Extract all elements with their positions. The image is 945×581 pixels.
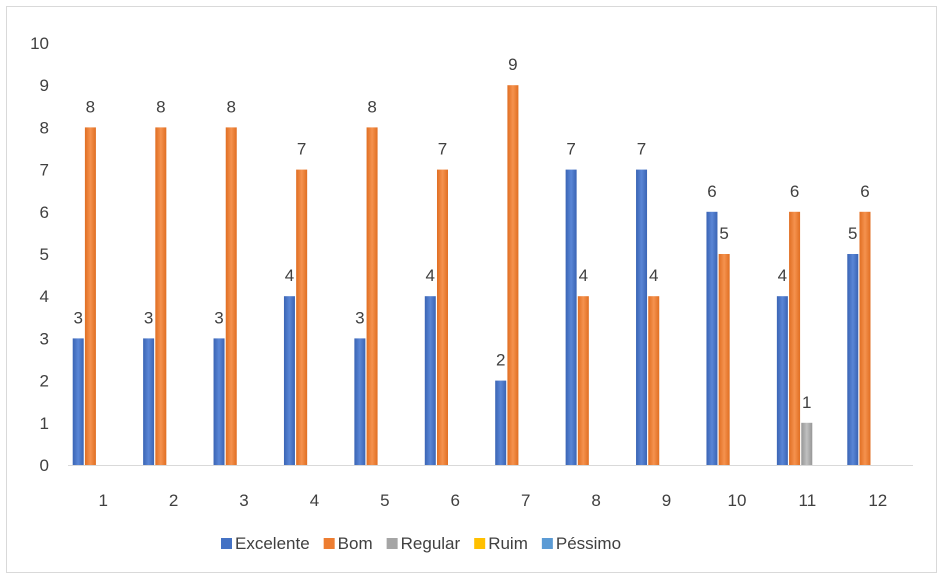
bar-excelente bbox=[424, 296, 436, 465]
y-tick-label: 7 bbox=[40, 161, 49, 180]
legend-swatch bbox=[474, 538, 486, 549]
bar-excelente bbox=[706, 211, 718, 465]
bar-bom bbox=[155, 127, 167, 466]
bar-excelente bbox=[213, 338, 225, 465]
data-label: 7 bbox=[637, 140, 646, 159]
bar-excelente bbox=[565, 169, 577, 465]
plot-area: 3 8 3 8 3 8 4 7 3 8 4 7 2 9 7 4 7 4 6 5 4 6 1 5 6 bbox=[72, 55, 871, 466]
legend-label: Regular bbox=[401, 534, 461, 553]
x-tick-label: 1 bbox=[98, 491, 107, 510]
data-label: 2 bbox=[496, 351, 505, 370]
x-axis: 1 2 3 4 5 6 7 8 9 10 11 12 bbox=[68, 465, 913, 510]
x-tick-label: 10 bbox=[727, 491, 746, 510]
bar-excelente bbox=[354, 338, 366, 465]
data-label: 4 bbox=[778, 266, 787, 285]
x-tick-label: 9 bbox=[662, 491, 671, 510]
bar-bom bbox=[296, 169, 308, 465]
bar-excelente bbox=[143, 338, 155, 465]
bar-bom bbox=[366, 127, 378, 466]
bar-excelente bbox=[847, 254, 859, 465]
legend-item-ruim: Ruim bbox=[474, 534, 528, 553]
data-label: 7 bbox=[297, 140, 306, 159]
legend-label: Péssimo bbox=[556, 534, 621, 553]
y-tick-label: 8 bbox=[40, 118, 49, 137]
legend-label: Excelente bbox=[235, 534, 310, 553]
legend-item-bom: Bom bbox=[323, 534, 373, 553]
bar-bom bbox=[225, 127, 237, 466]
y-tick-label: 0 bbox=[40, 456, 49, 475]
bar-bom bbox=[507, 85, 519, 465]
bar-excelente bbox=[495, 380, 507, 465]
data-label: 3 bbox=[355, 308, 364, 327]
legend-swatch bbox=[386, 538, 398, 549]
y-tick-label: 1 bbox=[40, 414, 49, 433]
data-label: 3 bbox=[214, 308, 223, 327]
bar-excelente bbox=[283, 296, 295, 465]
x-tick-label: 3 bbox=[239, 491, 248, 510]
x-tick-label: 8 bbox=[591, 491, 600, 510]
legend-label: Bom bbox=[338, 534, 373, 553]
legend: Excelente Bom Regular Ruim Péssimo bbox=[221, 534, 621, 553]
bar-bom bbox=[648, 296, 660, 465]
data-label: 8 bbox=[367, 97, 376, 116]
x-tick-label: 6 bbox=[451, 491, 460, 510]
bar-bom bbox=[436, 169, 448, 465]
x-tick-label: 7 bbox=[521, 491, 530, 510]
bar-regular bbox=[801, 422, 813, 465]
data-label: 8 bbox=[156, 97, 165, 116]
data-label: 4 bbox=[285, 266, 294, 285]
bar-bom bbox=[577, 296, 589, 465]
data-label: 3 bbox=[73, 308, 82, 327]
data-label: 5 bbox=[719, 224, 728, 243]
data-label: 5 bbox=[848, 224, 857, 243]
legend-swatch bbox=[221, 538, 232, 549]
y-tick-label: 2 bbox=[40, 372, 49, 391]
data-label: 4 bbox=[649, 266, 658, 285]
legend-item-péssimo: Péssimo bbox=[541, 534, 621, 553]
legend-swatch bbox=[323, 538, 335, 549]
y-tick-label: 6 bbox=[40, 203, 49, 222]
data-label: 9 bbox=[508, 55, 517, 74]
legend-item-regular: Regular bbox=[386, 534, 461, 553]
data-label: 8 bbox=[86, 97, 95, 116]
x-tick-label: 4 bbox=[310, 491, 319, 510]
data-label: 6 bbox=[860, 182, 869, 201]
legend-label: Ruim bbox=[488, 534, 528, 553]
legend-item-excelente: Excelente bbox=[221, 534, 310, 553]
data-label: 4 bbox=[579, 266, 588, 285]
y-tick-label: 9 bbox=[40, 76, 49, 95]
bar-excelente bbox=[72, 338, 84, 465]
bar-excelente bbox=[776, 296, 788, 465]
bar-bom bbox=[718, 254, 730, 465]
y-tick-label: 3 bbox=[40, 329, 49, 348]
data-label: 1 bbox=[802, 393, 811, 412]
x-tick-label: 2 bbox=[169, 491, 178, 510]
data-label: 4 bbox=[426, 266, 435, 285]
bar-bom bbox=[789, 211, 801, 465]
data-label: 7 bbox=[438, 140, 447, 159]
data-label: 6 bbox=[707, 182, 716, 201]
bar-bom bbox=[84, 127, 96, 466]
x-tick-label: 12 bbox=[868, 491, 887, 510]
legend-swatch bbox=[541, 538, 553, 549]
bar-excelente bbox=[636, 169, 648, 465]
x-tick-label: 11 bbox=[799, 491, 817, 510]
data-label: 3 bbox=[144, 308, 153, 327]
data-label: 6 bbox=[790, 182, 799, 201]
data-label: 8 bbox=[227, 97, 236, 116]
y-tick-label: 10 bbox=[30, 34, 49, 53]
data-label: 7 bbox=[566, 140, 575, 159]
x-tick-label: 5 bbox=[380, 491, 389, 510]
y-axis: 0 1 2 3 4 5 6 7 8 9 10 bbox=[30, 34, 49, 475]
bar-bom bbox=[859, 211, 871, 465]
y-tick-label: 5 bbox=[40, 245, 49, 264]
y-tick-label: 4 bbox=[40, 287, 49, 306]
